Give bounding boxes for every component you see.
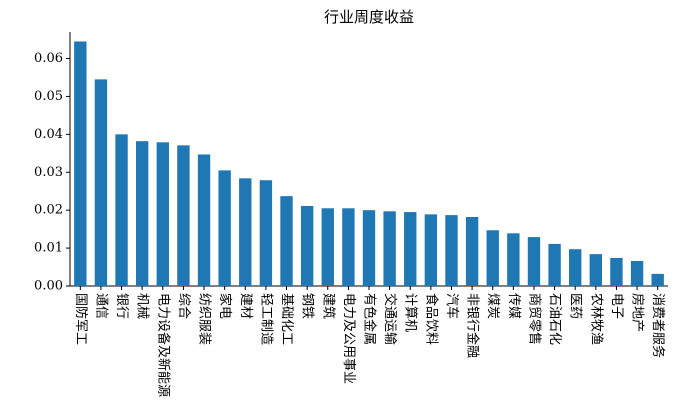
x-tick-label: 建材 [238,293,253,319]
x-tick-label: 商贸零售 [526,293,542,345]
x-tick-label: 综合 [176,293,191,319]
x-tick-label: 食品饮料 [423,293,439,345]
x-tick-label: 通信 [93,293,108,319]
bar [342,208,355,286]
bar [74,41,87,286]
bar [651,273,664,286]
x-tick-label: 建筑 [320,293,336,319]
x-tick-label: 房地产 [630,293,646,332]
y-tick-label: 0.05 [34,89,63,104]
y-tick-label: 0.00 [34,279,63,294]
x-tick-label: 传媒 [506,293,521,319]
bar [321,208,334,286]
y-tick-label: 0.04 [34,127,63,142]
x-tick-label: 电子 [609,293,624,319]
x-tick-label: 交通运输 [382,293,398,345]
bar [300,206,314,286]
x-tick-label: 国防军工 [73,293,89,345]
x-tick-label: 电力设备及新能源 [155,293,171,397]
y-tick-label: 0.01 [34,241,63,256]
x-tick-label: 非银行金融 [465,293,481,358]
bar [507,233,520,286]
x-tick-label: 有色金属 [362,293,378,345]
bar [465,217,479,286]
x-tick-label: 机械 [135,293,150,319]
x-tick-label: 家电 [217,293,233,319]
bar [630,260,644,286]
x-tick-label: 汽车 [444,293,460,319]
x-tick-label: 纺织服装 [197,293,212,345]
x-tick-label: 轻工制造 [258,293,273,345]
x-tick-label: 农林牧渔 [588,293,603,345]
bar [527,237,541,286]
bar [218,170,231,286]
x-tick-label: 基础化工 [279,293,294,345]
x-tick-label: 消费者服务 [650,293,666,358]
bar [548,243,561,286]
bar [156,142,169,286]
bar [197,154,211,286]
x-tick-label: 钢铁 [300,293,315,319]
y-tick-label: 0.06 [34,51,63,66]
bar [424,214,438,286]
bar [135,141,149,286]
x-tick-label: 计算机 [403,293,418,332]
x-tick-label: 电力及公用事业 [341,293,356,384]
bar [445,215,458,286]
chart-title: 行业周度收益 [324,8,414,26]
bar [589,254,603,286]
x-tick-label: 煤炭 [485,293,500,319]
bar [569,249,582,286]
x-tick-label: 医药 [568,293,583,319]
y-tick-label: 0.02 [34,203,63,218]
bar [362,210,376,286]
x-tick-label: 石油石化 [547,293,562,345]
bar [94,79,108,286]
x-tick-label: 银行 [114,293,129,319]
bar [404,212,417,286]
bar [280,196,293,286]
bar [486,230,499,286]
bar [177,145,190,286]
bar [239,178,252,286]
bar [115,134,128,286]
bar [383,211,396,286]
y-tick-label: 0.03 [34,165,63,180]
bar [259,180,273,286]
bar [610,257,623,286]
